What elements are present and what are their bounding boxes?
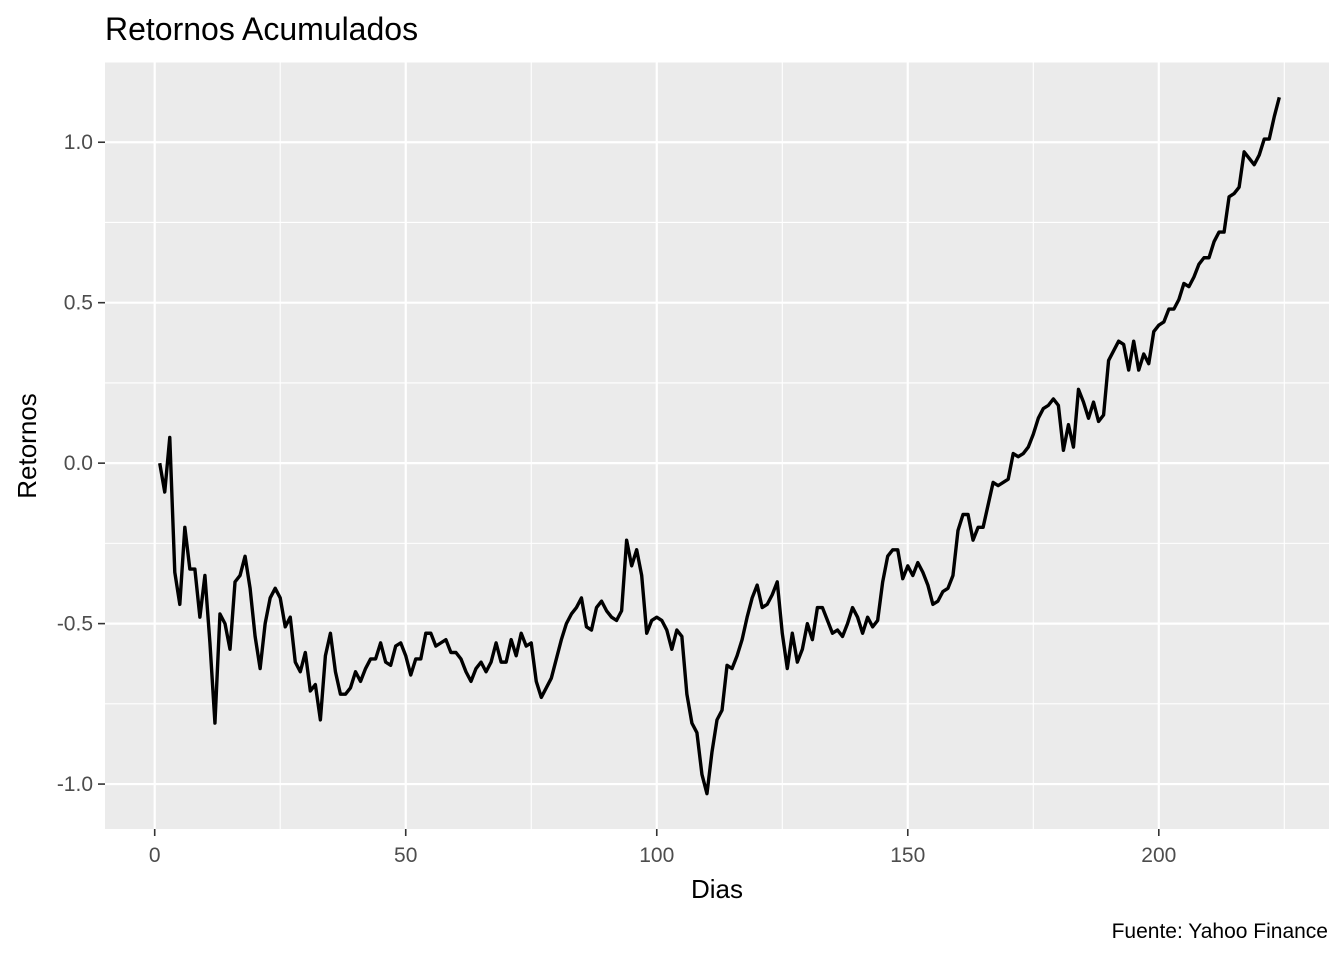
plot-panel: [105, 62, 1329, 829]
y-tick-label: 0.5: [64, 292, 93, 315]
y-axis: -1.0 -0.5 0.0 0.5 1.0: [57, 131, 105, 796]
y-tick-label: -0.5: [57, 613, 93, 636]
series-line-retornos: [158, 96, 1281, 796]
y-tick-label: 1.0: [64, 131, 93, 154]
x-tick-label: 50: [394, 844, 417, 867]
chart-caption: Fuente: Yahoo Finance: [1112, 920, 1328, 943]
x-tick-label: 0: [149, 844, 161, 867]
grid-minor: [105, 61, 1329, 829]
grid-major: [105, 62, 1329, 829]
x-tick-label: 100: [639, 844, 674, 867]
x-axis-title: Dias: [691, 874, 743, 904]
y-axis-title: Retornos: [12, 393, 42, 499]
chart-title: Retornos Acumulados: [105, 11, 418, 47]
y-tick-label: 0.0: [64, 452, 93, 475]
x-tick-label: 150: [890, 844, 925, 867]
x-axis: 0 50 100 150 200: [149, 829, 1176, 867]
y-tick-label: -1.0: [57, 773, 93, 796]
x-tick-label: 200: [1141, 844, 1176, 867]
